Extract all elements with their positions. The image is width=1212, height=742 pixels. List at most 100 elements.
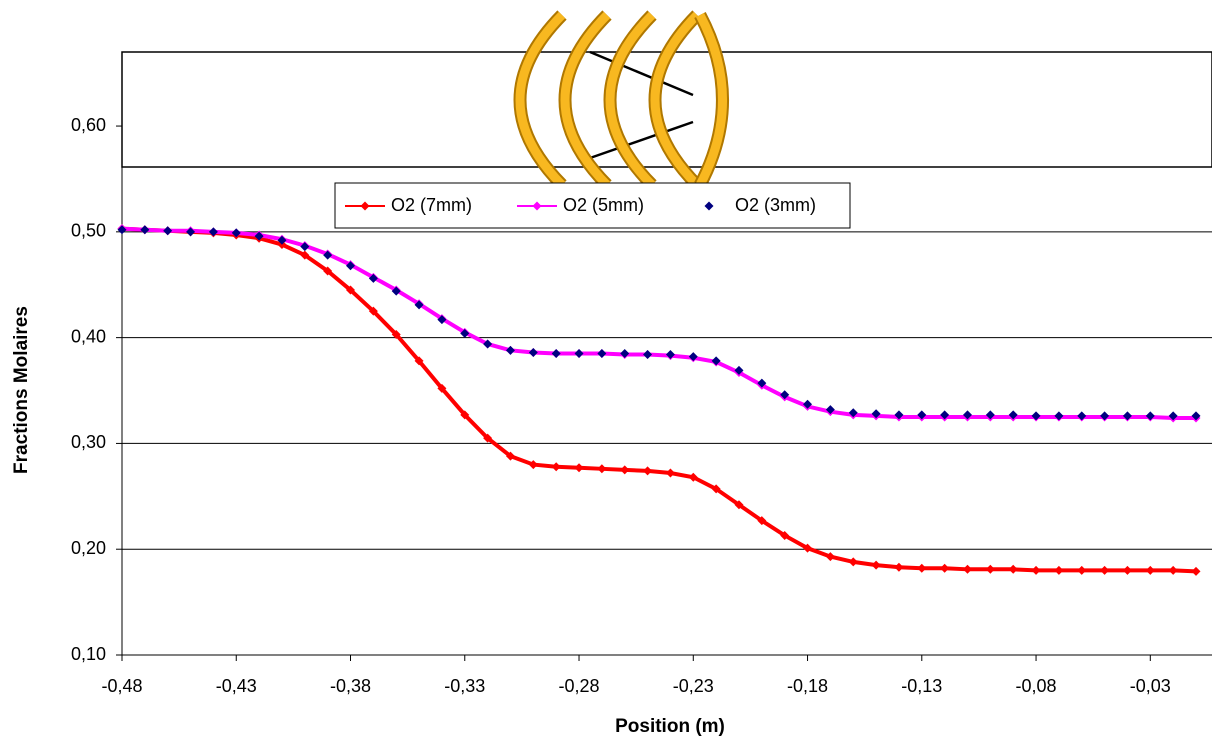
point [1145,565,1155,575]
series-line [121,226,1197,574]
point [346,285,356,295]
point [780,390,790,400]
point [1008,564,1018,574]
point [368,273,378,283]
point [643,466,653,476]
y-tick-label: 0,60 [71,115,106,135]
point [597,349,607,358]
point [1100,565,1110,575]
coil [515,11,566,189]
point [551,349,561,358]
point [1008,410,1018,420]
point [985,564,995,574]
point [1031,565,1041,575]
legend-label: O2 (7mm) [391,195,472,215]
point [962,410,972,420]
point [460,328,470,338]
point [985,410,995,420]
point [665,468,675,478]
coil [605,11,656,189]
legend-label: O2 (5mm) [563,195,644,215]
tube-line [589,120,694,160]
point [757,516,767,526]
y-tick-label: 0,10 [71,644,106,664]
point [300,242,310,252]
legend-label: O2 (3mm) [735,195,816,215]
point [1077,565,1087,575]
point [323,266,333,276]
x-tick-label: -0,33 [444,676,485,696]
y-tick-label: 0,30 [71,432,106,452]
point [1168,565,1178,575]
point [505,451,515,461]
point [1077,411,1087,421]
point [254,231,264,241]
point [1145,411,1155,421]
x-axis-title: Position (m) [615,716,725,737]
point [917,410,927,420]
point [734,365,744,375]
y-tick-label: 0,40 [71,326,106,346]
point [574,463,584,473]
point [940,410,950,420]
point [1168,411,1178,421]
x-tick-label: -0,13 [901,676,942,696]
point [346,261,356,271]
point [711,484,721,494]
point [597,464,607,474]
point [1100,411,1110,421]
point [620,349,630,358]
point [803,543,813,553]
point [620,465,630,475]
x-tick-label: -0,18 [787,676,828,696]
point [1191,566,1201,576]
series-line [121,226,1196,421]
coil [560,11,611,189]
point [437,383,447,393]
x-tick-label: -0,28 [559,676,600,696]
point [711,356,721,366]
plot [117,224,1201,576]
point [528,347,538,357]
point [871,560,881,570]
x-tick-label: -0,48 [101,676,142,696]
point [574,349,584,358]
legend: O2 (7mm) O2 (5mm) O2 (3mm) [334,182,851,229]
point [300,250,310,260]
x-tick-label: -0,23 [673,676,714,696]
legend-marker [360,201,370,211]
point [917,563,927,573]
coil [696,12,727,188]
point [848,557,858,567]
point [551,462,561,472]
point [894,410,904,420]
point [688,352,698,362]
point [825,405,835,415]
point [391,286,401,296]
x-tick-label: -0,38 [330,676,371,696]
grid: 0,10 0,20 0,30 0,40 0,50 0,60 -0,48 -0,43 -0,38 -… [71,52,1212,696]
coils [513,10,729,190]
point [117,225,127,235]
point [186,227,196,237]
point [460,410,470,420]
point [163,226,173,236]
point [1031,411,1041,421]
point [825,552,835,562]
point [483,339,493,349]
legend-marker [704,201,714,211]
y-tick-label: 0,50 [71,221,106,241]
point [780,530,790,540]
point [208,227,218,237]
x-tick-label: -0,03 [1130,676,1171,696]
legend-marker [532,201,542,211]
point [437,315,447,325]
point [277,235,287,245]
point [1191,411,1201,421]
point [1054,411,1064,421]
point [871,409,881,419]
point [483,433,493,443]
legend-box [334,182,851,229]
point [734,500,744,510]
